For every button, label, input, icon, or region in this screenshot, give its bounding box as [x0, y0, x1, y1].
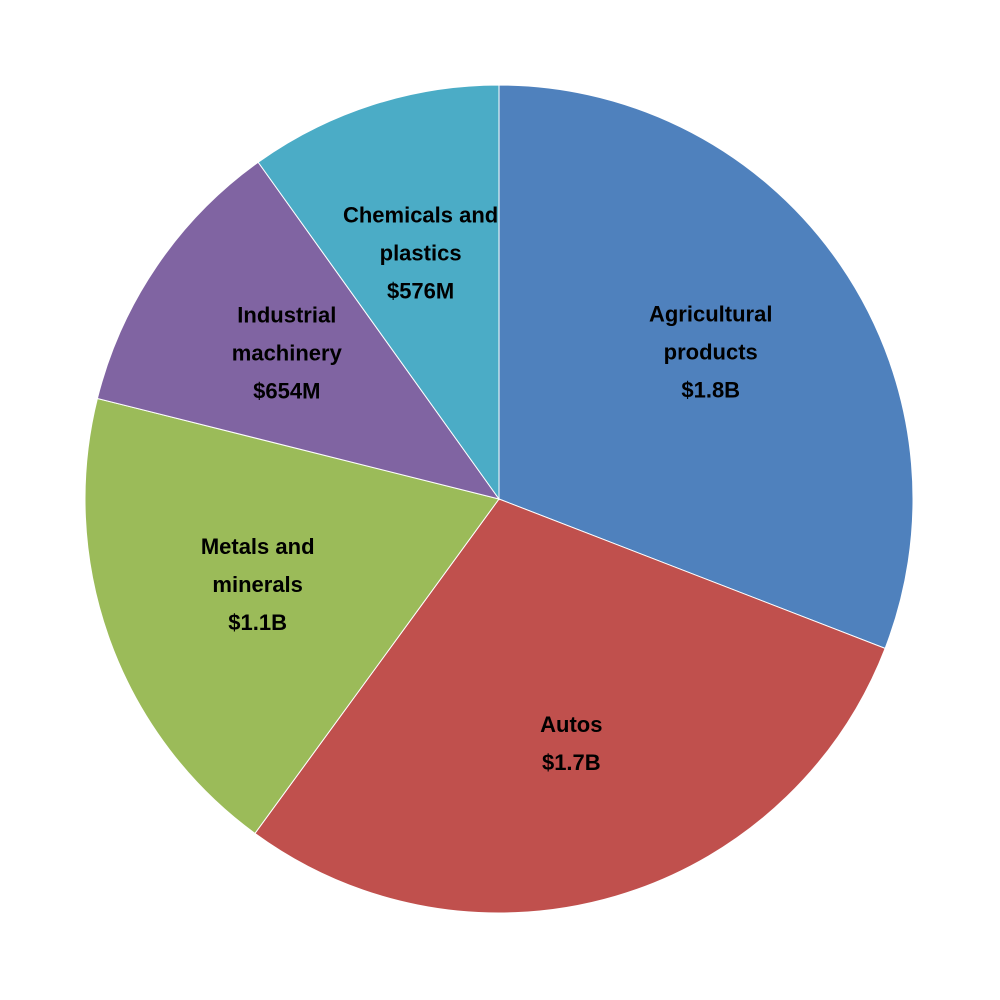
slice-label-group: Metals and minerals $1.1B	[201, 534, 315, 635]
pie-slices	[84, 84, 914, 914]
slice-value-label: $1.8B	[681, 378, 740, 403]
slice-category-label: plastics	[380, 240, 462, 265]
pie-slice-chemicals-and-plastics	[257, 84, 500, 501]
slice-category-label: Chemicals and	[343, 202, 498, 227]
slice-label-group: Agricultural products $1.8B	[649, 302, 772, 403]
slice-category-label: Autos	[540, 712, 602, 737]
slice-category-label: minerals	[212, 572, 303, 597]
slice-category-label: machinery	[232, 340, 343, 365]
slice-label-group: Industrial machinery $654M	[232, 302, 343, 403]
slice-category-label: products	[664, 340, 758, 365]
slice-category-label: Industrial	[237, 302, 336, 327]
slice-value-label: $1.7B	[542, 750, 601, 775]
slice-value-label: $654M	[253, 378, 320, 403]
slice-label-group: Chemicals and plastics $576M	[343, 202, 498, 303]
pie-slice-metals-and-minerals	[84, 397, 500, 835]
slice-value-label: $576M	[387, 278, 454, 303]
pie-slice-autos	[254, 498, 886, 914]
pie-slice-industrial-machinery	[96, 161, 501, 500]
slice-category-label: Metals and	[201, 534, 315, 559]
slice-category-label: Agricultural	[649, 302, 772, 327]
slice-label-group: Autos $1.7B	[540, 712, 602, 775]
pie-slice-agricultural-products	[498, 84, 914, 650]
pie-labels: Agricultural products $1.8B Autos $1.7B Metal…	[201, 202, 773, 775]
slice-value-label: $1.1B	[228, 610, 287, 635]
